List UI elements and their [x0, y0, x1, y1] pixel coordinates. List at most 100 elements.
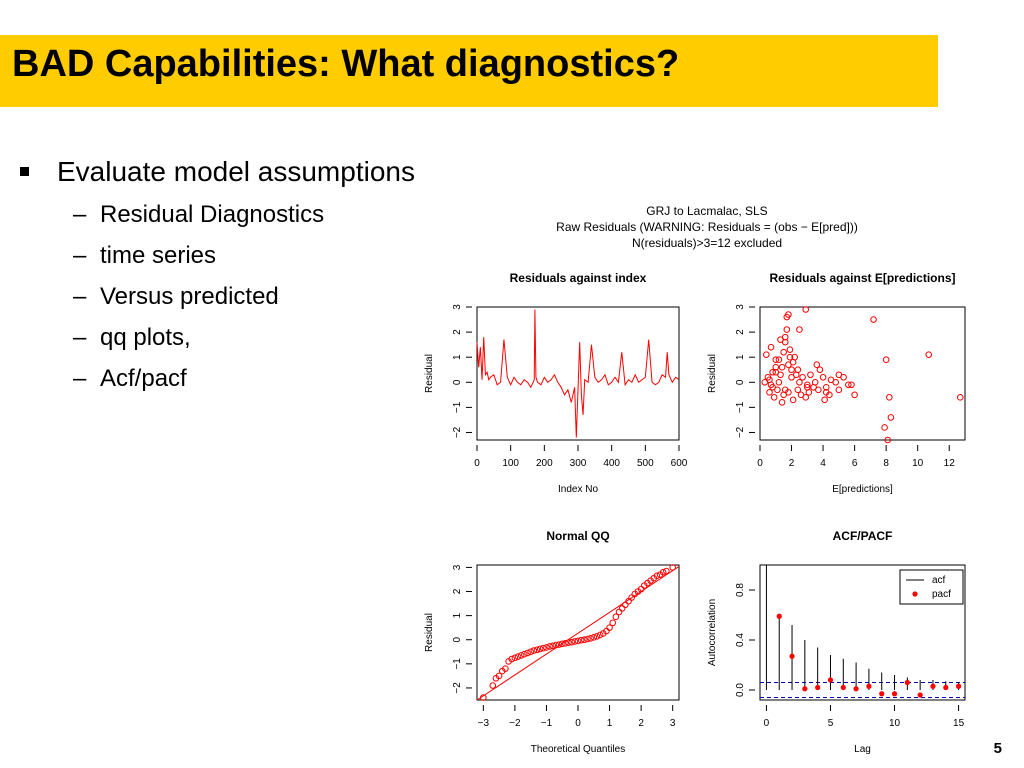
scatter-point [783, 326, 791, 333]
pacf-point [879, 691, 885, 697]
scatter-point [571, 638, 579, 645]
scatter-point [593, 633, 601, 640]
x-axis-label: E[predictions] [832, 484, 893, 495]
scatter-point [781, 386, 789, 394]
scatter-point [568, 638, 575, 646]
x-tick-label: 6 [852, 458, 858, 469]
scatter-point [925, 351, 933, 358]
dash-bullet: – [73, 201, 87, 228]
x-tick-label: 200 [536, 458, 553, 469]
y-tick-label: −1 [452, 401, 463, 413]
scatter-point [815, 386, 822, 394]
scatter-point [882, 356, 890, 363]
x-tick-label: 100 [502, 458, 519, 469]
scatter-point [577, 636, 585, 644]
dash-bullet: – [73, 324, 87, 351]
y-tick-label: 1 [452, 354, 463, 360]
chart-title: Residuals against E[predictions] [769, 271, 955, 285]
scatter-point [549, 642, 557, 650]
pacf-point [802, 686, 808, 692]
scatter-point [778, 363, 786, 371]
pacf-point [955, 683, 962, 689]
scatter-point [663, 567, 670, 575]
legend-pacf-dot [912, 591, 918, 597]
chart-title: Residuals against index [510, 271, 647, 285]
scatter-point [780, 348, 787, 356]
plot-frame [476, 564, 680, 701]
scatter-point [822, 389, 830, 396]
qq-reference-line [476, 566, 680, 701]
pacf-point [815, 684, 821, 691]
scatter-point [821, 396, 828, 404]
x-tick-label: 2 [789, 458, 795, 469]
scatter-point [763, 351, 770, 358]
scatter-point [480, 694, 487, 701]
scatter-point [543, 644, 550, 651]
scatter-point [775, 356, 783, 363]
pacf-point [840, 684, 846, 691]
y-tick-label: 3 [452, 564, 463, 570]
scatter-point [796, 326, 803, 333]
legend-box [899, 569, 964, 605]
x-axis-label: Index No [558, 484, 598, 495]
y-tick-label: −2 [452, 682, 463, 694]
scatter-point [618, 605, 626, 612]
pacf-point [904, 679, 910, 686]
scatter-point [546, 643, 553, 650]
y-tick-label: −2 [452, 426, 463, 438]
figure-header: GRJ to Lacmalac, SLS Raw Residuals (WARN… [440, 203, 974, 251]
chart-title: ACF/PACF [833, 529, 893, 543]
x-tick-label: 10 [912, 458, 924, 469]
scatter-point [816, 366, 824, 374]
scatter-point [804, 384, 811, 391]
scatter-point [769, 368, 776, 376]
scatter-point [802, 306, 810, 313]
scatter-point [552, 641, 560, 649]
x-tick-label: 3 [670, 718, 676, 729]
scatter-point [558, 640, 566, 648]
x-tick-label: 8 [883, 458, 889, 469]
scatter-point [802, 394, 810, 401]
plot-frame [759, 564, 966, 701]
x-tick-label: 0 [575, 718, 581, 729]
scatter-point [845, 381, 852, 389]
scatter-point [766, 376, 773, 384]
square-bullet-icon [20, 167, 29, 176]
x-tick-label: −2 [509, 718, 521, 729]
scatter-point [772, 356, 780, 363]
scatter-point [530, 647, 538, 654]
scatter-point [565, 639, 572, 646]
scatter-point [791, 353, 798, 361]
y-tick-label: 0.8 [735, 583, 746, 597]
pacf-point [853, 686, 859, 692]
scatter-point [767, 343, 775, 351]
scatter-point [495, 672, 503, 680]
scatter-point [527, 648, 534, 656]
y-tick-label: 0 [452, 379, 463, 385]
scatter-point [870, 316, 877, 323]
scatter-point [584, 635, 591, 643]
y-tick-label: 3 [735, 304, 746, 310]
scatter-point [835, 371, 843, 379]
y-tick-label: 2 [735, 329, 746, 335]
series-line [476, 309, 680, 438]
scatter-point [794, 386, 802, 394]
scatter-point [884, 436, 892, 444]
x-tick-label: 10 [889, 718, 901, 729]
scatter-point [622, 601, 629, 609]
dash-bullet: – [73, 365, 87, 392]
x-tick-label: 0 [757, 458, 763, 469]
y-tick-label: 2 [452, 588, 463, 594]
y-tick-label: 1 [735, 354, 746, 360]
scatter-point [536, 645, 544, 653]
y-tick-label: −1 [452, 658, 463, 670]
sub-bullet-text: time series [100, 242, 217, 269]
scatter-point [956, 394, 964, 401]
scatter-point [514, 653, 522, 660]
scatter-point [781, 333, 789, 341]
y-tick-label: 1 [452, 612, 463, 618]
scatter-point [502, 665, 509, 672]
x-tick-label: 4 [820, 458, 826, 469]
figure-header-line: Raw Residuals (WARNING: Residuals = (obs… [556, 220, 858, 234]
